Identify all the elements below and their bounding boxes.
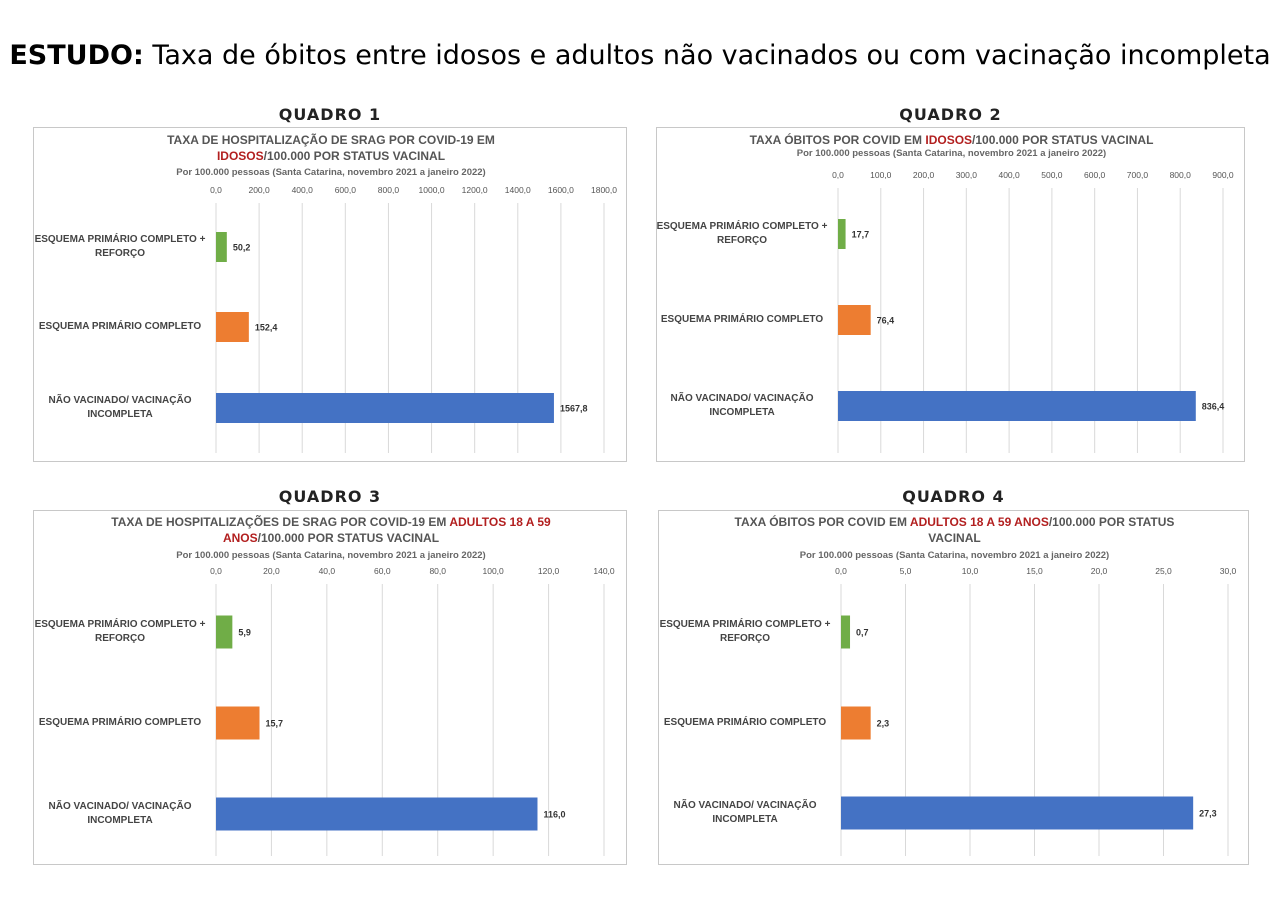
category-label: NÃO VACINADO/ VACINAÇÃO INCOMPLETA bbox=[670, 393, 814, 418]
category-label: ESQUEMA PRIMÁRIO COMPLETO + REFORÇO bbox=[656, 221, 828, 246]
x-tick-label: 15,0 bbox=[1026, 566, 1043, 576]
x-tick-label: 60,0 bbox=[374, 566, 391, 576]
data-label: 2,3 bbox=[877, 719, 890, 729]
data-label: 116,0 bbox=[543, 810, 565, 820]
page-title-bold: ESTUDO: bbox=[9, 40, 144, 71]
x-tick-label: 0,0 bbox=[835, 566, 847, 576]
category-label: ESQUEMA PRIMÁRIO COMPLETO bbox=[663, 717, 827, 728]
chart-plot: 0,0 20,0 40,0 60,0 80,0 100,0 120,0 140,0 5,9 15,… bbox=[210, 566, 615, 856]
panel-label: QUADRO 4 bbox=[902, 487, 1005, 506]
category-label: NÃO VACINADO/ VACINAÇÃO INCOMPLETA bbox=[48, 801, 192, 826]
chart-subtitle: Por 100.000 pessoas (Santa Catarina, nov… bbox=[799, 550, 1110, 561]
panel-label: QUADRO 1 bbox=[278, 105, 382, 124]
panel-label: QUADRO 2 bbox=[899, 105, 1002, 124]
x-tick-label: 500,0 bbox=[1041, 170, 1063, 180]
data-label: 836,4 bbox=[1202, 402, 1225, 412]
category-label: ESQUEMA PRIMÁRIO COMPLETO bbox=[38, 717, 202, 728]
bar bbox=[216, 797, 538, 831]
data-label: 0,7 bbox=[856, 628, 869, 638]
x-tick-label: 1800,0 bbox=[591, 185, 617, 195]
title-highlight: IDOSOS bbox=[216, 149, 264, 163]
bar bbox=[841, 615, 851, 649]
x-tick-label: 20,0 bbox=[263, 566, 280, 576]
x-tick-label: 0,0 bbox=[832, 170, 844, 180]
title-highlight: ADULTOS 18 A 59 ANOS bbox=[222, 515, 551, 545]
category-label: ESQUEMA PRIMÁRIO COMPLETO + REFORÇO bbox=[34, 619, 206, 644]
chart-panel: TAXA ÓBITOS POR COVID EM ADULTOS 18 A 59… bbox=[658, 510, 1249, 865]
x-tick-label: 800,0 bbox=[378, 185, 400, 195]
chart-plot: 0,0 200,0 400,0 600,0 800,0 1000,0 1200,0 1400,… bbox=[210, 185, 617, 453]
data-label: 27,3 bbox=[1199, 809, 1217, 819]
data-label: 17,7 bbox=[852, 230, 870, 240]
data-label: 15,7 bbox=[266, 719, 284, 729]
chart-title: TAXA DE HOSPITALIZAÇÃO DE SRAG POR COVID… bbox=[167, 133, 495, 163]
chart-subtitle: Por 100.000 pessoas (Santa Catarina, nov… bbox=[176, 550, 486, 561]
x-tick-label: 20,0 bbox=[1091, 566, 1108, 576]
category-label: ESQUEMA PRIMÁRIO COMPLETO bbox=[660, 314, 824, 325]
bar bbox=[216, 706, 260, 740]
x-tick-label: 100,0 bbox=[870, 170, 892, 180]
bar bbox=[216, 312, 249, 342]
chart-subtitle: Por 100.000 pessoas (Santa Catarina, nov… bbox=[796, 148, 1107, 159]
x-tick-label: 10,0 bbox=[962, 566, 979, 576]
bar bbox=[841, 796, 1194, 830]
bar bbox=[216, 232, 227, 262]
data-label: 1567,8 bbox=[560, 404, 588, 414]
chart-subtitle: Por 100.000 pessoas (Santa Catarina, nov… bbox=[176, 167, 486, 178]
bar bbox=[841, 706, 871, 740]
x-tick-label: 1200,0 bbox=[462, 185, 488, 195]
category-label: NÃO VACINADO/ VACINAÇÃO INCOMPLETA bbox=[48, 395, 192, 420]
bar bbox=[838, 391, 1196, 421]
bar bbox=[838, 305, 871, 335]
chart-plot: 0,0 5,0 10,0 15,0 20,0 25,0 30,0 0,7 2,3 27,3 bbox=[835, 566, 1237, 856]
x-tick-label: 1600,0 bbox=[548, 185, 574, 195]
bar bbox=[216, 615, 233, 649]
category-label: NÃO VACINADO/ VACINAÇÃO INCOMPLETA bbox=[673, 800, 817, 825]
x-tick-label: 800,0 bbox=[1170, 170, 1192, 180]
x-tick-label: 600,0 bbox=[335, 185, 357, 195]
x-tick-label: 400,0 bbox=[998, 170, 1020, 180]
chart-title: TAXA ÓBITOS POR COVID EM IDOSOS/100.000 … bbox=[749, 133, 1154, 147]
x-tick-label: 0,0 bbox=[210, 566, 222, 576]
page-title-text: Taxa de óbitos entre idosos e adultos nã… bbox=[143, 40, 1271, 71]
title-highlight: IDOSOS bbox=[925, 133, 973, 147]
x-tick-label: 200,0 bbox=[913, 170, 935, 180]
category-label: ESQUEMA PRIMÁRIO COMPLETO + REFORÇO bbox=[659, 619, 831, 644]
x-tick-label: 600,0 bbox=[1084, 170, 1106, 180]
x-tick-label: 1000,0 bbox=[419, 185, 445, 195]
chart-title: TAXA DE HOSPITALIZAÇÕES DE SRAG POR COVI… bbox=[111, 515, 551, 545]
x-tick-label: 120,0 bbox=[538, 566, 560, 576]
x-tick-label: 400,0 bbox=[292, 185, 314, 195]
chart-title: TAXA ÓBITOS POR COVID EM ADULTOS 18 A 59… bbox=[734, 515, 1175, 545]
data-label: 76,4 bbox=[877, 316, 895, 326]
x-tick-label: 30,0 bbox=[1220, 566, 1237, 576]
x-tick-label: 40,0 bbox=[319, 566, 336, 576]
x-tick-label: 140,0 bbox=[593, 566, 615, 576]
data-label: 152,4 bbox=[255, 323, 278, 333]
x-tick-label: 25,0 bbox=[1155, 566, 1172, 576]
bar bbox=[838, 219, 846, 249]
x-tick-label: 1400,0 bbox=[505, 185, 531, 195]
x-tick-label: 0,0 bbox=[210, 185, 222, 195]
x-tick-label: 700,0 bbox=[1127, 170, 1149, 180]
category-label: ESQUEMA PRIMÁRIO COMPLETO bbox=[38, 321, 202, 332]
x-tick-label: 5,0 bbox=[900, 566, 912, 576]
x-tick-label: 300,0 bbox=[956, 170, 978, 180]
x-tick-label: 200,0 bbox=[248, 185, 270, 195]
chart-plot: 0,0 100,0 200,0 300,0 400,0 500,0 600,0 700,0 80… bbox=[832, 170, 1234, 453]
x-tick-label: 100,0 bbox=[483, 566, 505, 576]
title-highlight: ADULTOS 18 A 59 ANOS bbox=[909, 515, 1049, 529]
x-tick-label: 80,0 bbox=[429, 566, 446, 576]
x-tick-label: 900,0 bbox=[1212, 170, 1234, 180]
chart-panel: TAXA ÓBITOS POR COVID EM IDOSOS/100.000 … bbox=[656, 127, 1245, 462]
panel-label: QUADRO 3 bbox=[278, 487, 382, 506]
chart-panel: TAXA DE HOSPITALIZAÇÃO DE SRAG POR COVID… bbox=[33, 127, 627, 462]
chart-panel: TAXA DE HOSPITALIZAÇÕES DE SRAG POR COVI… bbox=[33, 510, 627, 865]
page-title: ESTUDO: Taxa de óbitos entre idosos e ad… bbox=[0, 40, 1280, 71]
bar bbox=[216, 393, 554, 423]
data-label: 5,9 bbox=[238, 628, 251, 638]
data-label: 50,2 bbox=[233, 243, 251, 253]
category-label: ESQUEMA PRIMÁRIO COMPLETO + REFORÇO bbox=[34, 234, 206, 259]
